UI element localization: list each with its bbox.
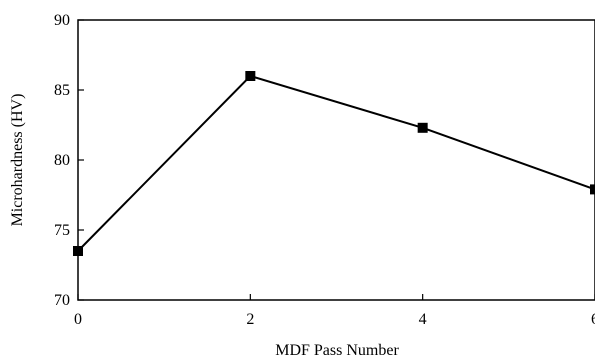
x-axis: 0 2 4 6 bbox=[74, 294, 595, 328]
x-tick-label: 0 bbox=[74, 311, 82, 328]
y-axis-title: Microhardness (HV) bbox=[9, 94, 26, 227]
y-axis: 70 75 80 85 90 bbox=[54, 12, 84, 309]
series-markers bbox=[73, 71, 595, 256]
data-point-marker bbox=[73, 246, 83, 256]
y-tick-label: 70 bbox=[54, 292, 70, 309]
x-axis-title: MDF Pass Number bbox=[275, 342, 399, 358]
data-point-marker bbox=[590, 184, 595, 195]
x-tick-label: 4 bbox=[419, 311, 427, 328]
data-point-marker bbox=[245, 71, 256, 81]
data-point-marker bbox=[417, 122, 428, 133]
y-tick-label: 85 bbox=[54, 82, 70, 99]
y-tick-label: 90 bbox=[54, 12, 70, 29]
plot-area-frame bbox=[77, 19, 595, 301]
y-tick-label: 80 bbox=[54, 152, 70, 169]
y-tick-label: 75 bbox=[54, 222, 70, 239]
series-line bbox=[77, 74, 595, 252]
x-tick-label: 2 bbox=[246, 311, 254, 328]
x-tick-label: 6 bbox=[591, 311, 595, 328]
